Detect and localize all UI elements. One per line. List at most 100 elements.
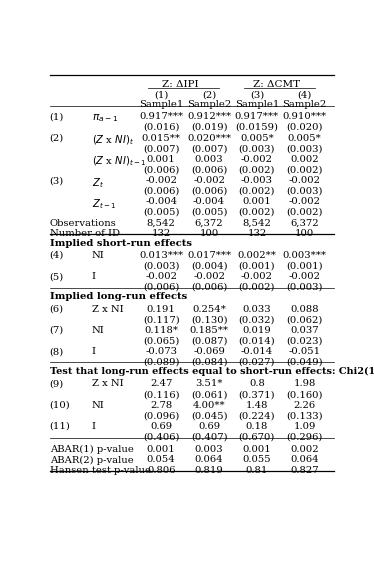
Text: Implied long-run effects: Implied long-run effects (50, 293, 187, 301)
Text: (0.004): (0.004) (191, 261, 227, 270)
Text: (0.032): (0.032) (239, 315, 275, 324)
Text: (0.062): (0.062) (286, 315, 323, 324)
Text: (0.130): (0.130) (191, 315, 227, 324)
Text: 132: 132 (247, 229, 267, 238)
Text: 0.191: 0.191 (147, 304, 176, 314)
Text: (0.005): (0.005) (191, 208, 227, 217)
Text: 0.064: 0.064 (290, 455, 319, 464)
Text: (0.002): (0.002) (239, 283, 275, 292)
Text: (0.006): (0.006) (191, 166, 227, 175)
Text: 0.003: 0.003 (195, 445, 223, 454)
Text: 1.48: 1.48 (246, 401, 268, 410)
Text: I: I (92, 422, 96, 431)
Text: (0.003): (0.003) (286, 187, 323, 196)
Text: 0.917***: 0.917*** (235, 112, 279, 121)
Text: 0.001: 0.001 (147, 445, 176, 454)
Text: (0.089): (0.089) (143, 358, 180, 367)
Text: NI: NI (92, 251, 104, 260)
Text: ABAR(2) p-value: ABAR(2) p-value (50, 455, 134, 464)
Text: 0.69: 0.69 (198, 422, 220, 431)
Text: -0.002: -0.002 (193, 176, 225, 185)
Text: $Z_t$: $Z_t$ (92, 176, 104, 190)
Text: 6,372: 6,372 (195, 218, 223, 227)
Text: (3): (3) (250, 91, 264, 100)
Text: (0.006): (0.006) (143, 187, 180, 196)
Text: -0.002: -0.002 (241, 272, 273, 281)
Text: 0.001: 0.001 (242, 197, 271, 206)
Text: (0.045): (0.045) (191, 411, 227, 420)
Text: -0.002: -0.002 (241, 155, 273, 164)
Text: $Z_{t-1}$: $Z_{t-1}$ (92, 197, 116, 211)
Text: 0.054: 0.054 (147, 455, 176, 464)
Text: (4): (4) (298, 91, 312, 100)
Text: (3): (3) (50, 176, 64, 185)
Text: (0.027): (0.027) (239, 358, 275, 367)
Text: -0.004: -0.004 (145, 197, 177, 206)
Text: (0.019): (0.019) (191, 123, 227, 132)
Text: (0.0159): (0.0159) (235, 123, 278, 132)
Text: I: I (92, 347, 96, 356)
Text: (1): (1) (154, 91, 168, 100)
Text: 0.005*: 0.005* (240, 134, 274, 142)
Text: 0.81: 0.81 (246, 466, 268, 475)
Text: (0.406): (0.406) (143, 433, 180, 442)
Text: (0.116): (0.116) (143, 390, 180, 399)
Text: Hansen test p-value: Hansen test p-value (50, 466, 151, 475)
Text: 0.088: 0.088 (290, 304, 319, 314)
Text: (9): (9) (50, 379, 64, 388)
Text: (0.002): (0.002) (286, 208, 323, 217)
Text: (6): (6) (50, 304, 64, 314)
Text: 0.017***: 0.017*** (187, 251, 231, 260)
Text: I: I (92, 272, 96, 281)
Text: Number of ID: Number of ID (50, 229, 120, 238)
Text: 0.002**: 0.002** (237, 251, 276, 260)
Text: Observations: Observations (50, 218, 116, 227)
Text: 2.26: 2.26 (294, 401, 316, 410)
Text: (0.407): (0.407) (191, 433, 227, 442)
Text: (0.049): (0.049) (286, 358, 323, 367)
Text: (0.023): (0.023) (286, 336, 323, 345)
Text: (0.001): (0.001) (239, 261, 275, 270)
Text: 0.001: 0.001 (147, 155, 176, 164)
Text: -0.073: -0.073 (145, 347, 177, 356)
Text: 0.064: 0.064 (195, 455, 223, 464)
Text: (0.296): (0.296) (286, 433, 323, 442)
Text: (7): (7) (50, 326, 64, 335)
Text: 0.003: 0.003 (195, 155, 223, 164)
Text: (0.002): (0.002) (239, 166, 275, 175)
Text: (11): (11) (50, 422, 71, 431)
Text: 0.917***: 0.917*** (139, 112, 183, 121)
Text: NI: NI (92, 401, 104, 410)
Text: 0.819: 0.819 (195, 466, 223, 475)
Text: 2.78: 2.78 (150, 401, 172, 410)
Text: -0.003: -0.003 (241, 176, 273, 185)
Text: (0.087): (0.087) (191, 336, 227, 345)
Text: 0.69: 0.69 (150, 422, 172, 431)
Text: (0.061): (0.061) (191, 390, 227, 399)
Text: 8,542: 8,542 (147, 218, 176, 227)
Text: 8,542: 8,542 (242, 218, 271, 227)
Text: 0.002: 0.002 (290, 155, 319, 164)
Text: (1): (1) (50, 112, 64, 121)
Text: Test that long-run effects equal to short-run effects: Chi2(1) (p-value): Test that long-run effects equal to shor… (50, 367, 374, 376)
Text: -0.002: -0.002 (289, 197, 321, 206)
Text: (0.133): (0.133) (286, 411, 323, 420)
Text: Implied short-run effects: Implied short-run effects (50, 239, 191, 248)
Text: Z: ΔCMT: Z: ΔCMT (253, 81, 300, 89)
Text: 0.037: 0.037 (290, 326, 319, 335)
Text: (0.084): (0.084) (191, 358, 227, 367)
Text: 0.185**: 0.185** (190, 326, 229, 335)
Text: 1.98: 1.98 (294, 379, 316, 388)
Text: 0.033: 0.033 (243, 304, 271, 314)
Text: (0.003): (0.003) (286, 144, 323, 153)
Text: 132: 132 (151, 229, 171, 238)
Text: 1.09: 1.09 (294, 422, 316, 431)
Text: (0.117): (0.117) (143, 315, 180, 324)
Text: ABAR(1) p-value: ABAR(1) p-value (50, 445, 134, 454)
Text: Sample1: Sample1 (139, 100, 183, 109)
Text: 3.51*: 3.51* (195, 379, 223, 388)
Text: (0.002): (0.002) (239, 187, 275, 196)
Text: Z x NI: Z x NI (92, 379, 123, 388)
Text: (0.016): (0.016) (143, 123, 180, 132)
Text: 0.020***: 0.020*** (187, 134, 231, 142)
